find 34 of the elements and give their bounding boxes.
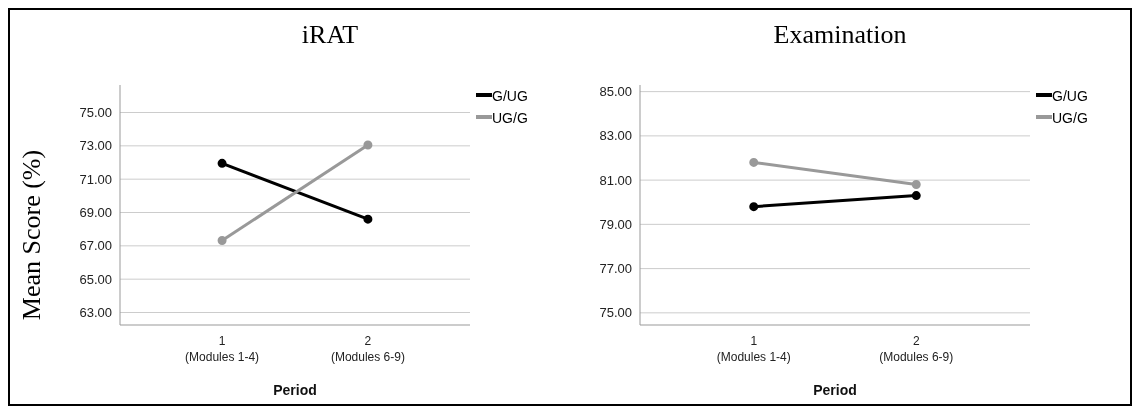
legend-label: UG/G — [492, 110, 528, 126]
legend-label: G/UG — [1052, 88, 1088, 104]
y-tick-label: 73.00 — [79, 138, 112, 154]
x-tick-label: 2 (Modules 6-9) — [330, 334, 405, 364]
y-tick-label: 69.00 — [79, 205, 112, 221]
y-tick-label: 83.00 — [599, 128, 632, 144]
y-tick-label: 67.00 — [79, 238, 112, 254]
x-tick-label: 2 (Modules 6-9) — [879, 334, 954, 364]
chart-title: Examination — [772, 20, 908, 50]
x-tick-label: 1 (Modules 1-4) — [185, 334, 260, 364]
point — [749, 157, 759, 167]
y-tick-label: 65.00 — [79, 271, 112, 287]
y-tick-label: 77.00 — [599, 261, 632, 277]
y-axis-title: Mean Score (%) — [17, 149, 47, 321]
point — [363, 214, 373, 224]
y-tick-label: 75.00 — [599, 305, 632, 321]
point — [911, 191, 921, 201]
point — [749, 202, 759, 212]
x-axis-title: Period — [273, 382, 317, 398]
y-tick-label: 81.00 — [599, 172, 632, 188]
y-tick-label: 63.00 — [79, 305, 112, 321]
legend-label: UG/G — [1052, 110, 1088, 126]
point — [911, 180, 921, 190]
legend-label: G/UG — [492, 88, 528, 104]
y-tick-label: 85.00 — [599, 84, 632, 100]
point — [363, 140, 373, 150]
chart-title: iRAT — [300, 20, 360, 50]
point — [217, 236, 227, 245]
x-axis-title: Period — [813, 382, 857, 398]
y-tick-label: 79.00 — [599, 216, 632, 232]
x-tick-label: 1 (Modules 1-4) — [716, 334, 791, 364]
y-tick-label: 71.00 — [79, 171, 112, 187]
y-tick-label: 75.00 — [79, 105, 112, 121]
point — [217, 158, 227, 168]
